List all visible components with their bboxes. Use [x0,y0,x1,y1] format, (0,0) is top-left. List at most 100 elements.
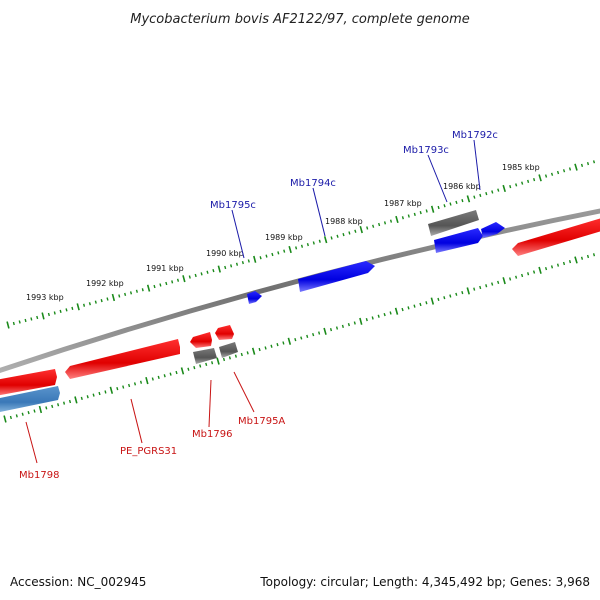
scale-tick [15,414,18,418]
scale-tick [419,211,422,215]
scale-tick [36,315,39,320]
scale-tick [111,293,116,302]
scale-tick [200,272,203,276]
gene-mb1795a[interactable] [215,325,234,340]
scale-tick [222,357,226,362]
scale-tick [347,323,350,327]
scale-tick [246,351,249,355]
scale-tick [348,231,351,235]
scale-tick [259,256,262,260]
scale-tick [323,236,328,244]
scale-tick [430,297,435,305]
gene-mb1796[interactable] [190,332,212,348]
scale-tick [497,188,500,192]
label-mb1798: Mb1798 [19,470,59,481]
scale-tick [188,275,191,279]
scale-tick [532,270,536,274]
scale-tick [395,215,399,224]
scale-tick [580,163,584,167]
scale-tick [377,314,380,318]
scale-tick [240,352,243,357]
scale-tick [235,262,239,266]
scale-tick [230,264,233,268]
scale-tick [318,239,321,243]
scale-tick [586,162,590,166]
scale-tick [76,303,80,311]
scale-tick [568,260,572,264]
scale-tick [449,202,452,206]
scale-tick [63,401,66,405]
scale-tick [491,190,494,194]
label-mb1795c: Mb1795c [210,200,256,211]
scale-tick [323,327,327,335]
scale-tick [419,302,422,307]
scale-tick [371,316,374,320]
scale-tick [205,362,208,366]
scale-tick [33,409,36,413]
scale-tick [277,251,280,255]
scale-tick [212,269,215,273]
scale-tick [9,415,12,420]
label-mb1795a: Mb1795A [238,416,285,427]
scale-tick [437,297,440,301]
scale-tick [485,284,488,288]
label-pe-pgrs31: PE_PGRS31 [120,446,177,457]
scale-tick [372,224,375,228]
scale-tick [128,383,131,388]
scale-tick [413,212,416,216]
tick-label-1991: 1991 kbp [146,264,184,273]
callout-lines [25,139,481,464]
scale-tick [30,317,33,321]
scale-tick [18,320,21,324]
scale-tick [159,283,162,287]
scale-tick [109,386,114,394]
scale-tick [157,375,160,379]
scale-tick [502,184,506,193]
scale-tick [6,321,10,329]
gene-red-right[interactable] [512,217,600,256]
scale-tick [491,282,494,286]
callout-mb1798 [25,421,38,464]
callout-mb1794c [312,187,326,237]
gene-pe-pgrs31[interactable] [65,339,180,379]
scale-tick [139,380,143,384]
scale-tick [306,243,309,247]
gene-mb1792c[interactable] [481,222,505,238]
scale-tick [550,265,554,269]
gene-steel-feature[interactable] [0,386,60,413]
scale-tick [574,256,578,264]
gene-grey-3[interactable] [428,210,479,236]
gene-mb1794c[interactable] [298,261,375,292]
scale-tick [401,307,404,312]
genome-summary-text: Topology: circular; Length: 4,345,492 bp… [259,575,590,589]
scale-tick [92,393,95,397]
gene-mb1798[interactable] [0,369,57,396]
gene-grey-2[interactable] [219,342,238,358]
scale-tick [176,278,180,282]
gene-mb1795c[interactable] [247,291,262,304]
scale-tick [473,195,476,199]
scale-tick [53,311,56,315]
scale-tick [461,199,464,203]
scale-tick [556,170,560,175]
scale-tick [521,181,524,185]
scale-tick [461,291,464,295]
scale-tick [282,341,285,345]
scale-tick [12,321,15,326]
gene-grey-1[interactable] [193,348,217,364]
scale-tick [312,332,315,337]
scale-tick [443,204,446,208]
scale-tick [124,292,127,296]
scale-tick [586,254,590,259]
scale-tick [146,284,151,292]
scale-tick [378,222,381,227]
scale-tick [425,209,428,213]
scale-tick [568,167,572,171]
scale-tick [57,403,60,407]
scale-tick [21,412,24,416]
scale-tick [276,343,279,347]
scale-tick [163,374,166,378]
gene-mb1793c[interactable] [434,228,483,253]
scale-tick [217,265,221,273]
scale-tick [45,406,48,410]
